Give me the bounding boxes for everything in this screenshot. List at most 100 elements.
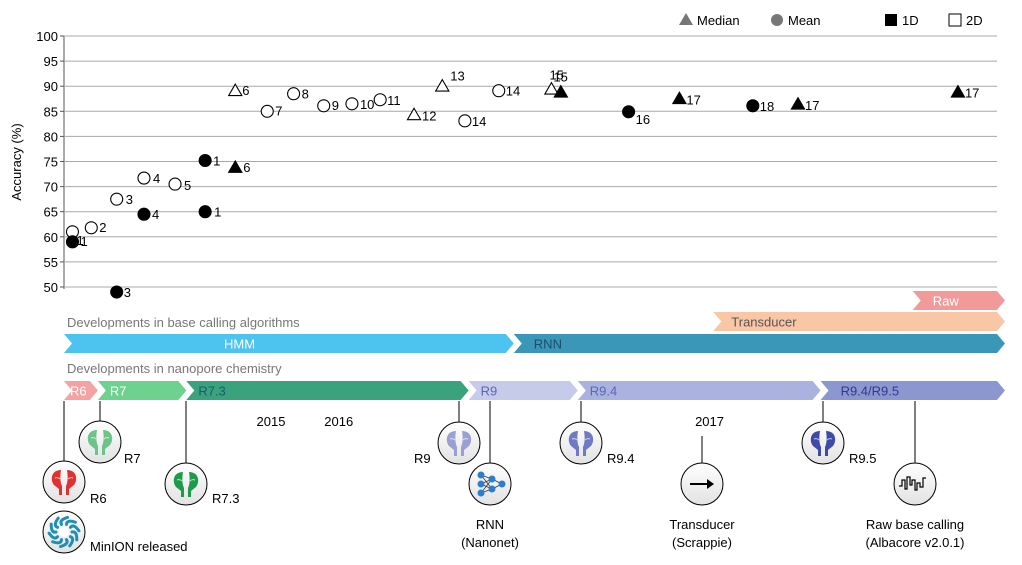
data-point-mean [458,114,472,128]
year-label: 2015 [257,414,286,429]
data-point-mean [287,87,301,101]
grid-lines [60,35,997,289]
point-label: 3 [124,285,131,300]
data-point-mean [198,153,212,168]
data-point-median [406,107,422,121]
algorithm-band-shape [713,312,1005,331]
y-tick-label: 70 [44,180,58,195]
milestone-label: RNN [476,517,504,532]
arrow-right-icon [690,479,714,489]
y-axis-label: Accuracy (%) [9,123,24,200]
milestone: R9.5 [801,401,876,466]
y-tick-labels: 50 55 60 65 70 75 80 85 90 95 100 [36,29,58,295]
y-tick-label: 55 [44,255,58,270]
point-label: 14 [472,114,486,129]
year-label: 2017 [695,414,724,429]
milestone: R9 [414,401,481,466]
algorithms-section-title: Developments in base calling algorithms [67,315,300,330]
milestone-badge [559,421,603,465]
milestone-label: MinION released [90,539,188,554]
legend-triangle-icon [679,13,693,25]
milestone-label: R9 [414,451,431,466]
point-label: 15 [549,68,563,83]
milestone-label: R7 [124,451,141,466]
data-point-median [227,159,243,173]
nanopore-icon [810,431,836,456]
nanopore-icon [446,431,472,456]
data-point-median [790,96,806,110]
y-tick-label: 65 [44,205,58,220]
milestone: R7.3 [164,401,239,506]
milestone-label: Transducer [669,517,735,532]
point-label: 9 [332,98,339,113]
point-label: 14 [506,84,520,99]
data-point-mean [110,192,124,206]
data-point-mean [168,177,182,191]
algorithm-band: HMM [64,334,514,353]
algorithm-band-label: Transducer [731,315,797,330]
point-label: 17 [686,92,700,107]
data-point-mean [198,205,212,219]
y-tick-label: 60 [44,230,58,245]
data-point-mean [317,99,331,113]
point-label: 6 [242,83,249,98]
y-tick-label: 85 [44,104,58,119]
legend-label: 1D [902,13,919,28]
nanopore-icon [568,431,594,456]
legend-item: Median [679,13,740,28]
algorithm-band-label: RNN [534,337,562,352]
milestone: R6 [42,401,107,506]
point-label: 11 [387,93,401,108]
chemistry-band-label: R9.4 [590,384,617,399]
point-label: 1 [214,205,221,220]
point-label: 10 [360,97,374,112]
chemistry-section-title: Developments in nanopore chemistry [67,361,282,376]
point-label: 13 [450,69,464,84]
data-point-mean [137,171,151,185]
milestone-label: R9.4 [607,451,634,466]
y-tick-label: 100 [36,29,58,44]
point-label: 1 [76,233,83,248]
algorithm-band-shape [513,334,1005,353]
data-point-median [671,91,687,105]
y-tick-label: 95 [44,54,58,69]
algorithm-band-label: HMM [224,337,255,352]
chemistry-band: R9.4 [577,381,821,400]
legend-label: Mean [788,13,821,28]
data-point-mean [137,207,151,221]
milestone-label: R7.3 [212,491,239,506]
point-label: 17 [965,86,979,101]
squiggle-signal-icon [899,476,926,491]
milestone: MinION released [42,510,188,554]
legend-open-square-icon [948,13,962,27]
legend: Median Mean 1D 2D [679,13,983,28]
milestone: R9.4 [559,401,634,466]
point-label: 1 [213,153,220,168]
milestone-sublabel: (Albacore v2.0.1) [866,535,965,550]
data-point-mean [492,84,506,98]
algorithm-band: RNN [513,334,1005,353]
algorithm-band: Transducer [713,312,1005,331]
legend-label: 2D [966,13,983,28]
algorithm-band: Raw [912,291,1005,310]
chemistry-band: R7.3 [186,381,469,400]
milestone-badge [42,460,86,504]
minion-device-icon [47,515,81,549]
milestone-label: Raw base calling [866,517,964,532]
data-point-mean [110,285,124,299]
chemistry-band-shape [820,381,1005,400]
chemistry-bands: R6 R7 R7.3 R9 R9.4 R9.4/R9.5 [64,381,1005,400]
year-labels: 2015 2016 2017 [257,414,724,429]
data-point-mean [622,105,636,119]
chemistry-band-shape [186,381,469,400]
y-tick-label: 50 [44,280,58,295]
point-label: 8 [302,87,309,102]
chemistry-band-label: R9.4/R9.5 [841,384,900,399]
legend-item: Mean [771,13,821,28]
data-point-median [543,81,559,95]
chemistry-band-label: R9 [481,384,498,399]
year-label: 2016 [324,414,353,429]
legend-item: 2D [948,13,983,28]
